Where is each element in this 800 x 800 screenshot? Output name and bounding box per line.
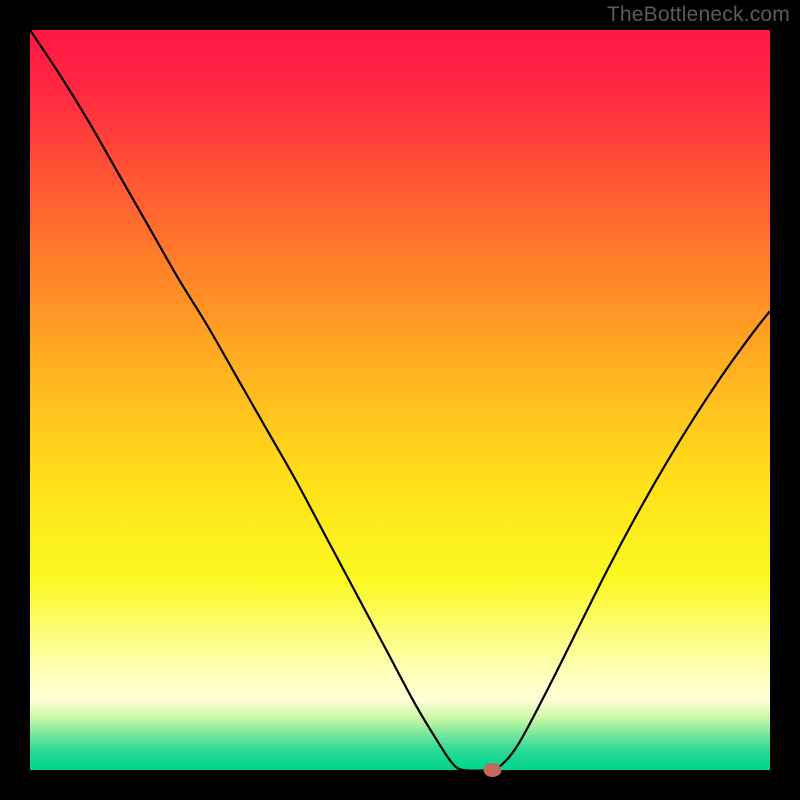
bottleneck-chart [0,0,800,800]
optimal-marker [484,763,502,777]
watermark-text: TheBottleneck.com [607,3,790,27]
plot-background [30,30,770,770]
